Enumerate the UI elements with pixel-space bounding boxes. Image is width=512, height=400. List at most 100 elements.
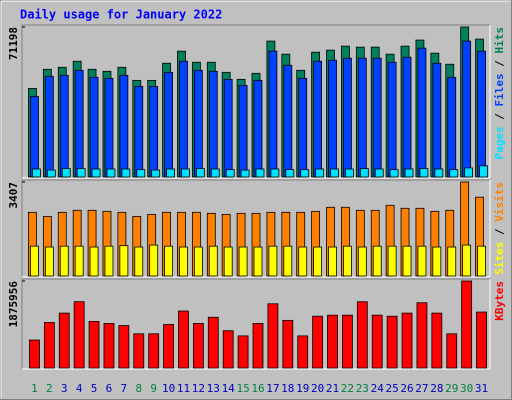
bar <box>477 50 486 178</box>
bar <box>372 57 382 178</box>
bar <box>330 168 339 178</box>
bar <box>298 246 308 277</box>
legend-entry: Sites <box>493 242 506 275</box>
bar <box>181 168 190 178</box>
bar <box>297 335 309 369</box>
bar <box>434 168 444 178</box>
bar <box>283 64 293 178</box>
bar <box>298 77 308 178</box>
bar <box>462 40 472 178</box>
bar <box>104 245 114 277</box>
x-tick-label: 1 <box>31 382 38 395</box>
bar <box>404 168 414 178</box>
bar <box>402 56 412 178</box>
x-tick-label: 27 <box>415 382 428 395</box>
bar <box>89 76 99 178</box>
bar <box>327 314 338 369</box>
legend-entry: Visits <box>493 182 506 222</box>
x-tick-label: 17 <box>266 382 279 395</box>
x-tick-label: 29 <box>445 382 458 395</box>
x-tick-label: 8 <box>135 382 142 395</box>
bar <box>103 323 115 369</box>
bar <box>447 246 457 277</box>
bar <box>253 246 263 277</box>
bar <box>419 168 429 178</box>
bar <box>479 165 488 178</box>
bar <box>270 168 280 178</box>
bar <box>134 246 144 277</box>
bar <box>149 244 159 277</box>
bar <box>119 245 129 277</box>
bar <box>106 168 116 178</box>
x-tick-label: 25 <box>386 382 399 395</box>
x-tick-label: 10 <box>162 382 175 395</box>
chart-title: Daily usage for January 2022 <box>20 8 222 22</box>
legend-separator: / <box>493 54 506 74</box>
bar <box>402 245 412 277</box>
y-tick-label: 3407 <box>7 182 20 209</box>
bar <box>208 245 218 277</box>
bar <box>74 245 84 277</box>
bar <box>164 245 173 277</box>
bar <box>313 60 323 178</box>
bar <box>342 314 353 369</box>
bar <box>91 168 101 178</box>
bar <box>89 246 99 277</box>
bar <box>238 84 248 178</box>
bar <box>32 168 41 178</box>
bar <box>46 169 56 178</box>
bar <box>345 168 354 178</box>
x-tick-label: 30 <box>460 382 473 395</box>
bar <box>223 246 233 277</box>
x-tick-label: 7 <box>121 382 128 395</box>
bar <box>136 169 146 178</box>
x-tick-label: 24 <box>371 382 385 395</box>
legend: Pages / Files / Hits <box>493 27 506 160</box>
bar <box>449 169 459 178</box>
bar <box>432 246 442 277</box>
x-tick-label: 21 <box>326 382 339 395</box>
bar <box>372 245 382 277</box>
bar <box>432 62 442 178</box>
legend-separator: / <box>493 107 506 127</box>
bar <box>30 245 39 277</box>
bar <box>315 168 325 178</box>
bar <box>163 324 174 369</box>
bar <box>255 168 265 178</box>
bar <box>43 322 55 369</box>
y-tick-label: 1875956 <box>7 281 20 328</box>
bar <box>119 74 129 178</box>
bar <box>208 70 218 178</box>
bar <box>58 312 70 369</box>
bar <box>195 168 205 178</box>
bar <box>30 96 39 178</box>
bar <box>149 86 159 178</box>
bar <box>285 169 295 178</box>
bar <box>416 302 428 369</box>
bar <box>179 246 188 277</box>
x-tick-label: 2 <box>46 382 53 395</box>
bar <box>312 315 324 369</box>
x-tick-label: 13 <box>207 382 220 395</box>
bar <box>148 333 160 369</box>
bar <box>59 74 69 178</box>
legend-entry: KBytes <box>493 281 506 321</box>
bar <box>133 333 145 369</box>
legend-separator: / <box>493 222 506 242</box>
x-tick-label: 18 <box>281 382 294 395</box>
bar <box>179 60 188 178</box>
bar <box>283 245 293 277</box>
bar <box>464 167 474 178</box>
x-tick-label: 9 <box>150 382 157 395</box>
bar <box>343 57 352 178</box>
bar <box>193 69 203 178</box>
bar <box>267 303 279 369</box>
bar <box>446 333 458 369</box>
bar <box>240 169 250 178</box>
bar <box>389 169 399 178</box>
legend: Sites / Visits <box>493 182 506 275</box>
bar <box>225 169 235 178</box>
bar <box>104 77 114 178</box>
bar <box>44 246 54 277</box>
bar <box>328 59 337 178</box>
